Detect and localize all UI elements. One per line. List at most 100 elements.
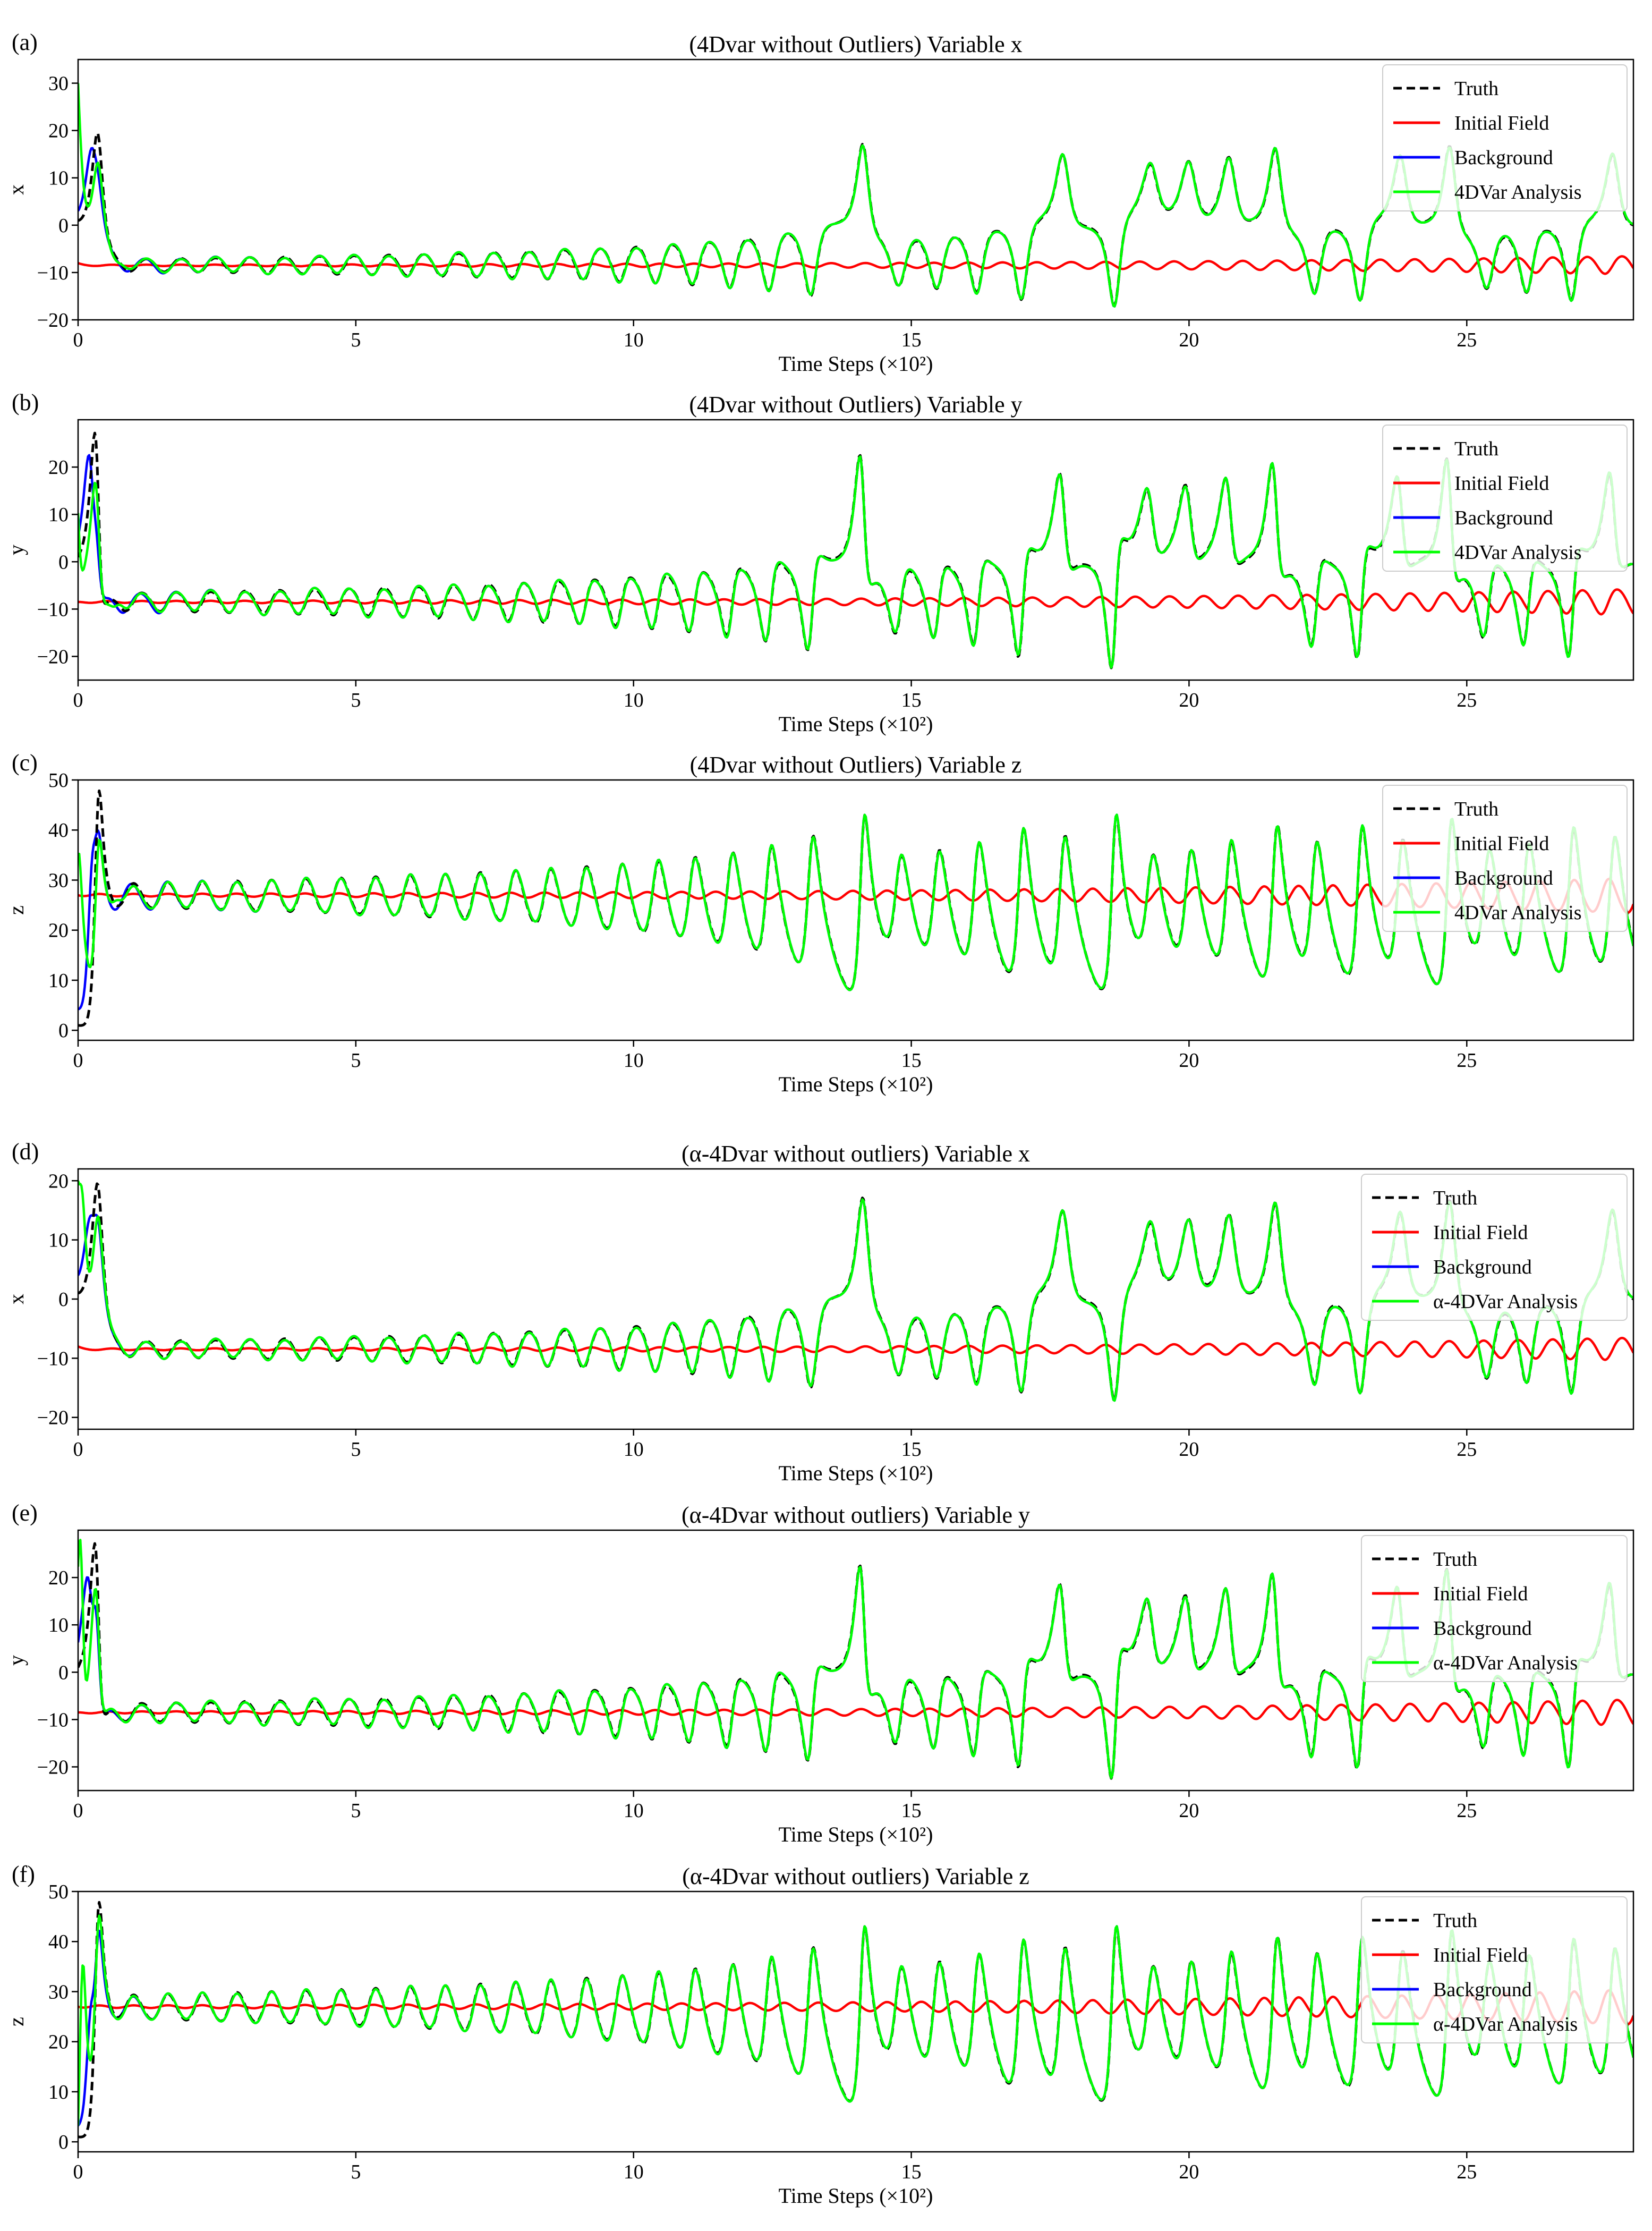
legend-label-background: Background [1454,867,1553,889]
y-axis-label: y [4,1655,28,1666]
y-tick-label: 30 [48,1981,69,2003]
legend-label-truth: Truth [1454,438,1498,460]
y-tick-label: 10 [48,2081,69,2103]
chart-panel-d: (d) (α-4Dvar without outliers) Variable x… [4,1139,1634,1485]
chart-panel-c: (c) (4Dvar without Outliers) Variable z 0 5… [4,750,1634,1096]
analysis-line [78,83,1633,308]
y-tick-label: 10 [48,167,69,190]
legend-label-initial: Initial Field [1433,1944,1528,1966]
plot-frame [77,1529,1634,1792]
x-axis-label: Time Steps (×10²) [779,2184,933,2208]
legend-label-initial: Initial Field [1454,112,1549,134]
plot-frame [77,779,1634,1041]
plot-frame [77,58,1634,321]
legend-box [1361,1174,1628,1321]
y-tick-label: 0 [58,1661,69,1684]
y-tick-label: 20 [48,456,69,479]
y-tick-label: 30 [48,73,69,95]
series-lines [78,431,1633,669]
y-tick-label: −20 [37,1756,69,1778]
y-tick-label: 10 [48,504,69,526]
x-tick-label: 25 [1457,2161,1477,2183]
x-axis-label: Time Steps (×10²) [779,712,933,736]
x-tick-label: 0 [73,1438,83,1461]
legend: Truth Initial Field Background α-4DVar Anal… [1361,1535,1628,1682]
y-tick-label: −20 [37,309,69,332]
series-lines [78,83,1633,308]
series-lines [78,789,1633,1027]
y-tick-label: 20 [48,920,69,942]
legend-label-analysis: 4DVar Analysis [1454,181,1582,203]
legend-label-truth: Truth [1433,1548,1477,1571]
legend: Truth Initial Field Background 4DVar Analys… [1382,64,1628,211]
legend-label-truth: Truth [1433,1910,1477,1932]
panel-label: (e) [12,1500,38,1526]
legend-box [1382,64,1628,211]
y-tick-label: 50 [48,1881,69,1903]
x-tick-label: 5 [351,1049,361,1072]
legend-box [1382,425,1628,572]
legend-label-analysis: 4DVar Analysis [1454,902,1582,924]
legend: Truth Initial Field Background α-4DVar Anal… [1361,1174,1628,1321]
x-tick-label: 25 [1457,1438,1477,1461]
x-tick-label: 10 [624,1800,644,1822]
legend-label-analysis: α-4DVar Analysis [1433,2013,1578,2035]
panel-label: (c) [12,750,38,776]
x-tick-label: 15 [901,1800,922,1822]
y-tick-label: 40 [48,819,69,842]
y-tick-label: 20 [48,120,69,142]
legend-label-initial: Initial Field [1454,833,1549,855]
initial-field-line [78,1699,1633,1726]
initial-field-line [78,255,1633,275]
legend-label-initial: Initial Field [1433,1221,1528,1244]
y-axis-label: x [4,184,28,195]
x-tick-label: 0 [73,1049,83,1072]
chart-panel-a: (a) (4Dvar without Outliers) Variable x 0 5… [4,29,1634,376]
x-axis-label: Time Steps (×10²) [779,1461,933,1485]
initial-field-line [78,877,1633,914]
legend-label-background: Background [1433,1979,1532,2001]
plot-frame [77,419,1634,681]
legend-label-truth: Truth [1454,798,1498,820]
y-axis-label: y [4,545,28,555]
legend-label-initial: Initial Field [1433,1583,1528,1605]
y-axis-label: z [4,905,28,915]
chart-panel-b: (b) (4Dvar without Outliers) Variable y 0 5… [4,389,1634,736]
y-tick-label: 20 [48,1170,69,1192]
y-tick-label: 20 [48,2031,69,2054]
x-tick-label: 10 [624,329,644,351]
panel-label: (b) [12,389,39,415]
chart-title: (α-4Dvar without outliers) Variable y [682,1502,1030,1528]
y-tick-label: 20 [48,1567,69,1589]
x-tick-label: 25 [1457,1049,1477,1072]
panel-label: (f) [12,1861,35,1887]
x-tick-label: 10 [624,689,644,711]
x-tick-label: 5 [351,689,361,711]
x-axis-label: Time Steps (×10²) [779,1822,933,1846]
legend-box [1382,785,1628,932]
y-axis-label: z [4,2017,28,2026]
legend-label-background: Background [1454,507,1553,529]
legend-label-analysis: α-4DVar Analysis [1433,1652,1578,1674]
x-tick-label: 20 [1179,1049,1199,1072]
truth-line [78,431,1633,669]
x-tick-label: 20 [1179,689,1199,711]
y-axis-label: x [4,1294,28,1304]
x-tick-label: 10 [624,1049,644,1072]
legend-label-background: Background [1433,1256,1532,1278]
legend-label-truth: Truth [1433,1187,1477,1209]
legend-label-initial: Initial Field [1454,472,1549,495]
y-tick-label: 10 [48,1614,69,1636]
x-tick-label: 25 [1457,1800,1477,1822]
x-axis-label: Time Steps (×10²) [779,352,933,376]
y-tick-label: −20 [37,646,69,668]
x-tick-label: 15 [901,1049,922,1072]
legend-label-analysis: α-4DVar Analysis [1433,1291,1578,1313]
panel-label: (a) [12,29,38,55]
x-tick-label: 15 [901,1438,922,1461]
y-tick-label: 10 [48,1229,69,1252]
chart-title: (α-4Dvar without outliers) Variable x [682,1141,1030,1167]
x-tick-label: 5 [351,1800,361,1822]
x-tick-label: 10 [624,2161,644,2183]
